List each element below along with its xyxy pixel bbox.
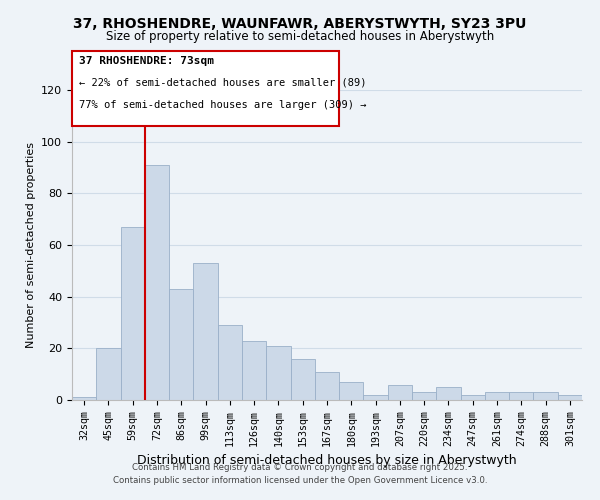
Bar [121,227,145,400]
Bar [412,392,436,400]
Text: 37, RHOSHENDRE, WAUNFAWR, ABERYSTWYTH, SY23 3PU: 37, RHOSHENDRE, WAUNFAWR, ABERYSTWYTH, S… [73,18,527,32]
Bar [169,289,193,400]
Bar [242,340,266,400]
FancyBboxPatch shape [72,51,339,126]
Bar [339,382,364,400]
Bar [388,384,412,400]
Text: Contains HM Land Registry data © Crown copyright and database right 2025.: Contains HM Land Registry data © Crown c… [132,462,468,471]
Text: Size of property relative to semi-detached houses in Aberystwyth: Size of property relative to semi-detach… [106,30,494,43]
Text: 37 RHOSHENDRE: 73sqm: 37 RHOSHENDRE: 73sqm [79,56,214,66]
Bar [436,387,461,400]
Bar [290,358,315,400]
Bar [461,395,485,400]
Bar [72,398,96,400]
Bar [193,263,218,400]
Bar [364,395,388,400]
Bar [218,325,242,400]
Text: Contains public sector information licensed under the Open Government Licence v3: Contains public sector information licen… [113,476,487,485]
X-axis label: Distribution of semi-detached houses by size in Aberystwyth: Distribution of semi-detached houses by … [137,454,517,467]
Y-axis label: Number of semi-detached properties: Number of semi-detached properties [26,142,35,348]
Bar [533,392,558,400]
Bar [509,392,533,400]
Bar [96,348,121,400]
Text: ← 22% of semi-detached houses are smaller (89): ← 22% of semi-detached houses are smalle… [79,77,367,87]
Bar [145,165,169,400]
Bar [315,372,339,400]
Text: 77% of semi-detached houses are larger (309) →: 77% of semi-detached houses are larger (… [79,100,367,110]
Bar [558,395,582,400]
Bar [485,392,509,400]
Bar [266,346,290,400]
